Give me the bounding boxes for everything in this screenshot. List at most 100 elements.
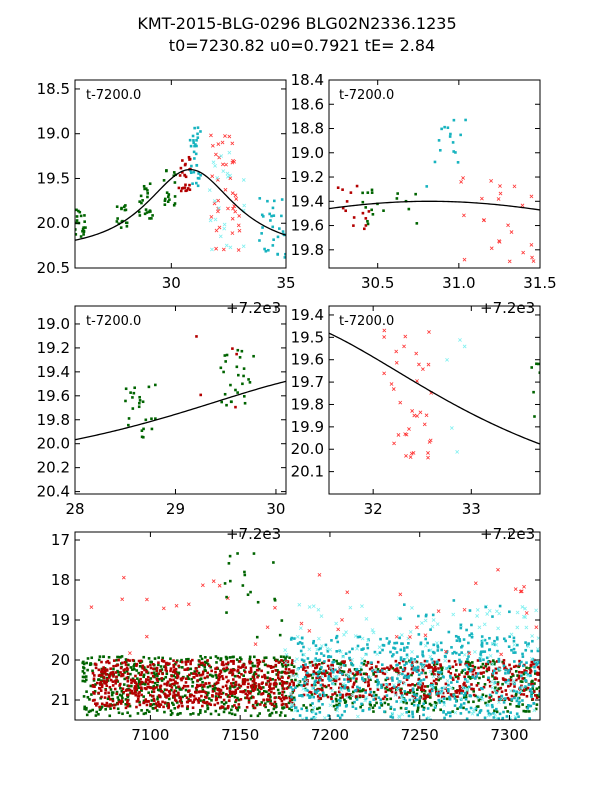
data-point: [411, 715, 415, 719]
data-point: [243, 669, 246, 672]
data-point: [194, 690, 197, 694]
data-point: [332, 678, 336, 681]
data-point: [158, 689, 161, 692]
data-point: [244, 709, 247, 712]
data-point: [535, 694, 539, 697]
data-point: [536, 665, 540, 669]
data-point: [396, 669, 400, 673]
data-point: [344, 209, 348, 213]
data-point: [395, 197, 399, 200]
data-point: [291, 659, 294, 662]
data-point: [495, 636, 499, 639]
data-point: [219, 689, 223, 692]
data-point: [78, 210, 82, 214]
data-point: [433, 673, 436, 676]
data-point: [267, 694, 270, 698]
data-point: [172, 203, 176, 207]
data-point: [274, 711, 278, 714]
data-point: [281, 690, 284, 694]
data-point: [247, 682, 250, 686]
data-point: [193, 126, 196, 130]
data-point: [517, 715, 520, 718]
data-point: [149, 686, 153, 690]
data-point: [132, 663, 136, 667]
data-point: [255, 635, 259, 639]
data-point: [468, 664, 472, 667]
data-point: [456, 707, 459, 711]
data-point: [183, 186, 187, 189]
data-point: [147, 678, 150, 682]
y-tick-label: 19.5: [291, 328, 324, 346]
data-point: [439, 677, 442, 680]
x-tick-label: 29: [166, 500, 185, 518]
data-point: [504, 680, 508, 684]
data-point: [358, 670, 362, 674]
data-point: [372, 698, 375, 701]
data-point: [400, 712, 405, 717]
data-point: [203, 665, 207, 669]
data-point: [172, 663, 175, 667]
data-point: [482, 671, 485, 674]
data-point: [335, 675, 339, 680]
data-point: [335, 634, 339, 638]
data-point: [439, 641, 443, 645]
data-point: [207, 681, 211, 685]
data-point: [440, 648, 443, 652]
data-point: [461, 669, 465, 672]
data-point: [138, 664, 142, 668]
data-point: [521, 689, 524, 692]
data-point: [442, 701, 446, 704]
data-point: [311, 664, 315, 667]
data-point: [412, 668, 415, 671]
data-point: [81, 679, 85, 683]
data-point: [262, 689, 266, 693]
data-point: [296, 680, 301, 685]
data-point: [309, 673, 313, 677]
data-point: [508, 678, 512, 682]
data-point: [145, 211, 149, 214]
data-point: [89, 662, 93, 666]
data-point: [522, 689, 526, 692]
data-point: [502, 662, 506, 665]
data-point: [132, 667, 136, 671]
data-point: [407, 676, 410, 679]
data-point: [173, 195, 177, 198]
data-point: [309, 703, 312, 707]
data-point: [221, 162, 225, 167]
data-point: [310, 686, 315, 691]
data-point: [367, 675, 371, 679]
data-point: [300, 636, 304, 640]
data-point: [364, 689, 367, 693]
data-point: [195, 181, 198, 185]
data-point: [368, 693, 371, 697]
data-point: [522, 709, 526, 713]
data-point: [123, 671, 126, 674]
data-point: [502, 710, 505, 714]
data-point: [101, 670, 104, 674]
data-point: [407, 683, 410, 687]
data-point: [164, 694, 167, 698]
data-point: [330, 669, 334, 672]
data-point: [389, 650, 392, 654]
data-point: [264, 249, 268, 253]
data-point: [490, 641, 495, 646]
data-point: [301, 678, 305, 681]
data-point: [129, 672, 132, 676]
data-point: [446, 691, 450, 694]
data-point: [153, 673, 156, 676]
data-point: [165, 696, 168, 699]
data-point: [219, 366, 223, 370]
data-point: [461, 176, 465, 180]
data-point: [312, 686, 315, 690]
data-point: [220, 663, 224, 666]
p3-axes-frame: [74, 305, 287, 495]
data-point: [518, 662, 522, 666]
data-point: [280, 214, 283, 218]
data-point: [404, 699, 407, 702]
data-point: [349, 679, 352, 683]
data-point: [92, 691, 95, 694]
data-point: [308, 694, 312, 698]
data-point: [252, 689, 255, 693]
data-point: [497, 611, 502, 616]
data-point: [506, 670, 510, 673]
